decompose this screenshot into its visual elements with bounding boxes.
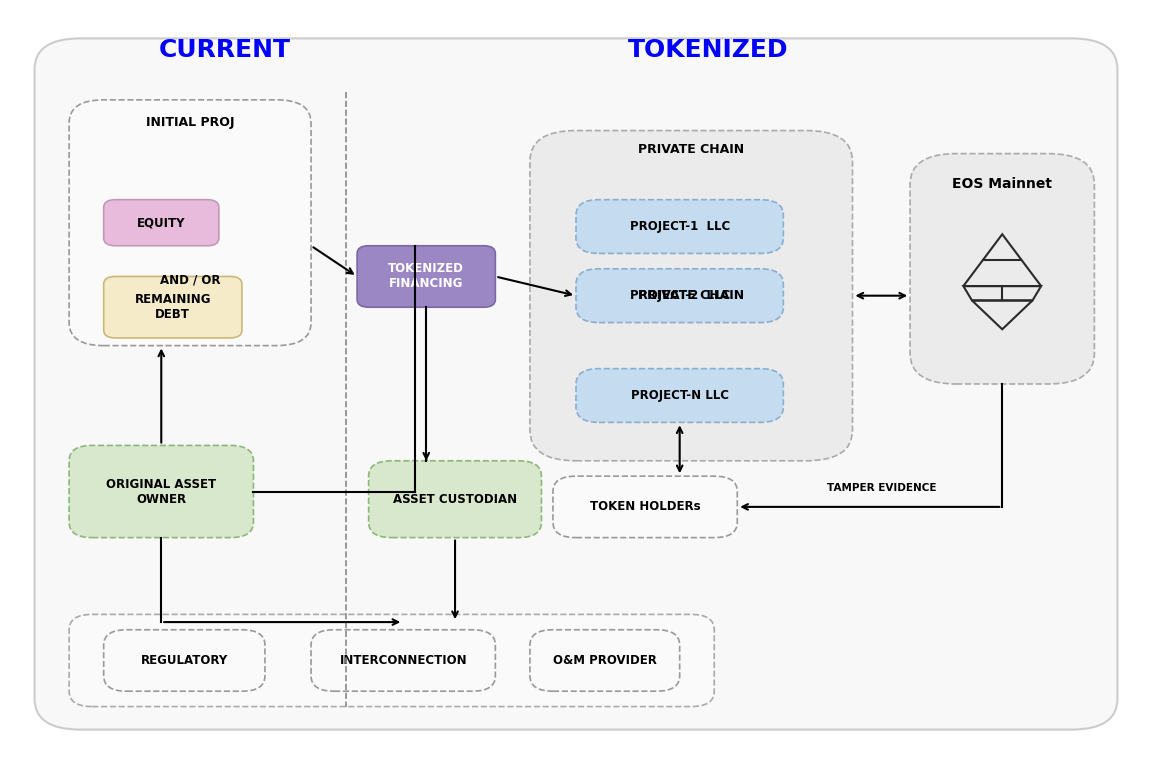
FancyBboxPatch shape	[35, 38, 1117, 730]
Text: PROJECT-1  LLC: PROJECT-1 LLC	[629, 220, 730, 233]
Text: TOKENIZED
FINANCING: TOKENIZED FINANCING	[388, 263, 464, 290]
FancyBboxPatch shape	[530, 630, 680, 691]
Text: INTERCONNECTION: INTERCONNECTION	[340, 654, 467, 667]
Text: CURRENT: CURRENT	[159, 38, 290, 62]
Text: TOKEN HOLDERs: TOKEN HOLDERs	[590, 501, 700, 513]
FancyBboxPatch shape	[69, 614, 714, 707]
Text: EOS Mainnet: EOS Mainnet	[953, 177, 1052, 191]
Text: ASSET CUSTODIAN: ASSET CUSTODIAN	[393, 493, 517, 505]
FancyBboxPatch shape	[69, 100, 311, 346]
Text: TOKENIZED: TOKENIZED	[628, 38, 789, 62]
Text: PROJECT-2  LLC: PROJECT-2 LLC	[629, 290, 730, 302]
FancyBboxPatch shape	[910, 154, 1094, 384]
FancyBboxPatch shape	[104, 630, 265, 691]
Text: TAMPER EVIDENCE: TAMPER EVIDENCE	[826, 482, 937, 493]
Text: O&M PROVIDER: O&M PROVIDER	[553, 654, 657, 667]
FancyBboxPatch shape	[576, 369, 783, 422]
Text: REGULATORY: REGULATORY	[141, 654, 228, 667]
FancyBboxPatch shape	[576, 269, 783, 323]
FancyBboxPatch shape	[553, 476, 737, 538]
Text: INITIAL PROJ: INITIAL PROJ	[146, 117, 234, 129]
FancyBboxPatch shape	[576, 200, 783, 253]
Text: ORIGINAL ASSET
OWNER: ORIGINAL ASSET OWNER	[106, 478, 217, 505]
FancyBboxPatch shape	[69, 445, 253, 538]
FancyBboxPatch shape	[311, 630, 495, 691]
Text: EQUITY: EQUITY	[137, 217, 185, 229]
Text: PRIVATE CHAIN: PRIVATE CHAIN	[638, 144, 744, 156]
Text: PRIVATE CHAIN: PRIVATE CHAIN	[638, 290, 744, 302]
Polygon shape	[615, 219, 767, 366]
Text: PROJECT-N LLC: PROJECT-N LLC	[630, 389, 729, 402]
FancyBboxPatch shape	[357, 246, 495, 307]
FancyBboxPatch shape	[530, 131, 852, 461]
FancyBboxPatch shape	[104, 200, 219, 246]
FancyBboxPatch shape	[369, 461, 541, 538]
FancyBboxPatch shape	[104, 276, 242, 338]
Text: AND / OR: AND / OR	[160, 274, 220, 286]
Text: REMAINING
DEBT: REMAINING DEBT	[135, 293, 211, 321]
